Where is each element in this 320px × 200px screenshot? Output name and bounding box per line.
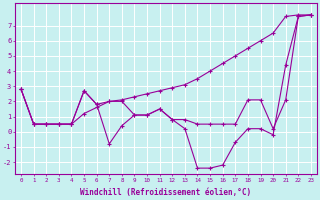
X-axis label: Windchill (Refroidissement éolien,°C): Windchill (Refroidissement éolien,°C): [80, 188, 252, 197]
